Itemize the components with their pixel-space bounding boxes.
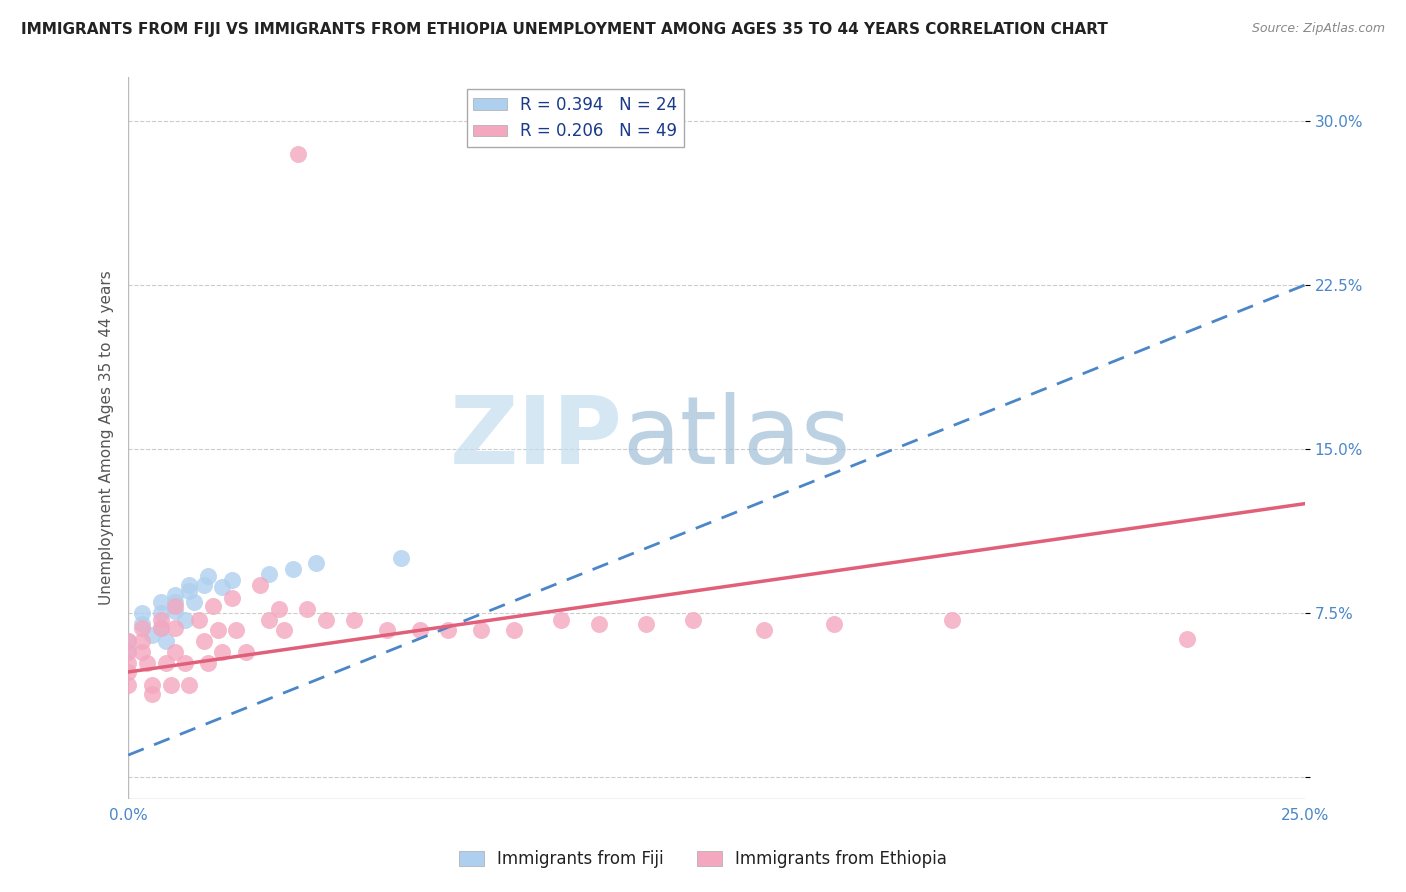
Point bbox=[197, 569, 219, 583]
Point bbox=[197, 657, 219, 671]
Point bbox=[117, 678, 139, 692]
Point bbox=[173, 613, 195, 627]
Point bbox=[150, 606, 173, 620]
Point bbox=[225, 624, 247, 638]
Point bbox=[287, 147, 309, 161]
Point bbox=[131, 616, 153, 631]
Point bbox=[131, 634, 153, 648]
Point bbox=[259, 613, 281, 627]
Point bbox=[150, 621, 173, 635]
Text: ZIP: ZIP bbox=[450, 392, 623, 484]
Text: Source: ZipAtlas.com: Source: ZipAtlas.com bbox=[1251, 22, 1385, 36]
Point bbox=[315, 613, 337, 627]
Point bbox=[588, 616, 610, 631]
Point bbox=[165, 604, 187, 618]
Point bbox=[131, 645, 153, 659]
Point bbox=[141, 678, 163, 692]
Point bbox=[117, 643, 139, 657]
Point bbox=[165, 621, 187, 635]
Point bbox=[179, 678, 201, 692]
Point bbox=[179, 577, 201, 591]
Point bbox=[136, 657, 159, 671]
Point bbox=[193, 577, 215, 591]
Point bbox=[941, 613, 963, 627]
Point bbox=[259, 566, 281, 581]
Point bbox=[273, 624, 295, 638]
Point bbox=[117, 657, 139, 671]
Point bbox=[375, 624, 398, 638]
Point bbox=[150, 621, 173, 635]
Point bbox=[409, 624, 432, 638]
Point bbox=[179, 584, 201, 599]
Point bbox=[267, 601, 290, 615]
Point bbox=[165, 595, 187, 609]
Point bbox=[201, 599, 224, 614]
Point bbox=[221, 591, 243, 605]
Legend: R = 0.394   N = 24, R = 0.206   N = 49: R = 0.394 N = 24, R = 0.206 N = 49 bbox=[467, 89, 683, 147]
Point bbox=[165, 645, 187, 659]
Point bbox=[155, 657, 177, 671]
Point bbox=[823, 616, 845, 631]
Point bbox=[503, 624, 526, 638]
Point bbox=[634, 616, 657, 631]
Point bbox=[343, 613, 366, 627]
Point bbox=[173, 657, 195, 671]
Point bbox=[389, 551, 412, 566]
Point bbox=[117, 665, 139, 679]
Text: atlas: atlas bbox=[623, 392, 851, 484]
Point bbox=[187, 613, 209, 627]
Point bbox=[165, 589, 187, 603]
Point bbox=[131, 606, 153, 620]
Point bbox=[281, 562, 304, 576]
Point bbox=[150, 613, 173, 627]
Point bbox=[211, 645, 233, 659]
Point bbox=[235, 645, 257, 659]
Point bbox=[150, 595, 173, 609]
Point bbox=[131, 621, 153, 635]
Point bbox=[141, 687, 163, 701]
Point bbox=[141, 628, 163, 642]
Point bbox=[117, 634, 139, 648]
Point bbox=[165, 599, 187, 614]
Point bbox=[437, 624, 460, 638]
Point bbox=[211, 580, 233, 594]
Point bbox=[249, 577, 271, 591]
Text: IMMIGRANTS FROM FIJI VS IMMIGRANTS FROM ETHIOPIA UNEMPLOYMENT AMONG AGES 35 TO 4: IMMIGRANTS FROM FIJI VS IMMIGRANTS FROM … bbox=[21, 22, 1108, 37]
Point bbox=[117, 634, 139, 648]
Point bbox=[682, 613, 704, 627]
Point bbox=[183, 595, 205, 609]
Point bbox=[155, 634, 177, 648]
Point bbox=[221, 573, 243, 587]
Point bbox=[752, 624, 775, 638]
Point bbox=[470, 624, 492, 638]
Point bbox=[305, 556, 328, 570]
Y-axis label: Unemployment Among Ages 35 to 44 years: Unemployment Among Ages 35 to 44 years bbox=[100, 271, 114, 606]
Point bbox=[1175, 632, 1198, 647]
Point bbox=[193, 634, 215, 648]
Point bbox=[550, 613, 572, 627]
Point bbox=[159, 678, 181, 692]
Point bbox=[295, 601, 318, 615]
Point bbox=[207, 624, 229, 638]
Point bbox=[117, 645, 139, 659]
Legend: Immigrants from Fiji, Immigrants from Ethiopia: Immigrants from Fiji, Immigrants from Et… bbox=[453, 844, 953, 875]
